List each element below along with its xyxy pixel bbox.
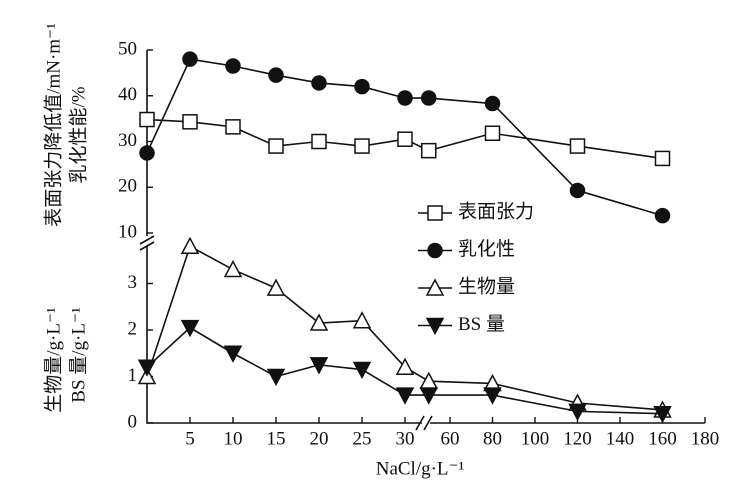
marker bbox=[654, 207, 671, 224]
marker bbox=[311, 75, 327, 91]
legend-marker bbox=[425, 317, 445, 336]
legend-label: BS 量 bbox=[458, 314, 505, 335]
y-tick-label: 20 bbox=[118, 176, 137, 197]
y-axis-label: 乳化性能/% bbox=[67, 86, 89, 183]
marker bbox=[419, 387, 438, 405]
marker bbox=[483, 387, 502, 405]
series-line bbox=[146, 245, 663, 411]
marker bbox=[653, 405, 672, 424]
x-tick-label: 20 bbox=[310, 428, 329, 449]
marker bbox=[139, 111, 155, 128]
y-tick-label: 40 bbox=[118, 84, 137, 105]
marker bbox=[569, 138, 586, 154]
marker bbox=[484, 125, 501, 142]
x-tick-label: 120 bbox=[563, 428, 592, 449]
legend-label: 生物量 bbox=[458, 275, 515, 297]
marker bbox=[137, 359, 157, 377]
marker bbox=[180, 236, 200, 255]
marker bbox=[268, 67, 284, 83]
x-tick-label: 60 bbox=[441, 428, 460, 449]
x-tick-label: 10 bbox=[224, 428, 243, 449]
x-tick-label: 140 bbox=[606, 428, 635, 449]
marker bbox=[569, 182, 586, 199]
y2-tick-label: 3 bbox=[128, 272, 138, 293]
marker bbox=[354, 138, 370, 154]
marker bbox=[268, 138, 284, 154]
legend-marker bbox=[427, 205, 443, 221]
y2-tick-label: 1 bbox=[128, 365, 138, 386]
axis-break bbox=[139, 235, 433, 431]
marker bbox=[395, 357, 415, 375]
marker bbox=[421, 90, 437, 106]
y2-axis-label: BS 量/g·L⁻¹ bbox=[68, 307, 89, 403]
y-tick-label: 30 bbox=[118, 130, 137, 151]
marker bbox=[484, 95, 501, 112]
x-tick-label: 180 bbox=[691, 428, 720, 449]
y2-axis-label: 生物量/g·L⁻¹ bbox=[42, 307, 64, 413]
marker bbox=[266, 368, 286, 387]
x-tick-label: 30 bbox=[396, 428, 415, 449]
marker bbox=[352, 311, 372, 329]
marker bbox=[395, 387, 415, 405]
marker bbox=[223, 345, 243, 363]
x-tick-label: 15 bbox=[267, 428, 286, 449]
y-tick-label: 50 bbox=[118, 38, 137, 59]
marker bbox=[654, 150, 671, 167]
marker bbox=[352, 361, 372, 380]
y-axis-label: 表面张力降低值/mN·m⁻¹ bbox=[42, 23, 64, 227]
marker bbox=[309, 313, 329, 331]
marker bbox=[397, 90, 413, 106]
x-axis-label: NaCl/g·L⁻¹ bbox=[376, 458, 465, 479]
marker bbox=[311, 133, 327, 150]
marker bbox=[225, 58, 241, 74]
legend-marker bbox=[425, 278, 445, 296]
marker bbox=[182, 51, 198, 67]
axes bbox=[146, 50, 705, 424]
x-tick-label: 5 bbox=[185, 428, 195, 449]
marker bbox=[421, 142, 437, 159]
marker bbox=[266, 278, 286, 296]
marker bbox=[568, 403, 587, 421]
y2-tick-label: 0 bbox=[128, 411, 138, 432]
legend-label: 乳化性 bbox=[458, 238, 515, 260]
marker bbox=[397, 131, 413, 147]
legend-marker bbox=[427, 242, 443, 259]
marker bbox=[223, 259, 243, 278]
x-tick-label: 80 bbox=[483, 428, 502, 449]
legend-label: 表面张力 bbox=[458, 200, 534, 222]
marker bbox=[182, 114, 198, 130]
y2-tick-label: 2 bbox=[128, 318, 138, 339]
x-tick-label: 25 bbox=[353, 428, 372, 449]
marker bbox=[309, 357, 329, 375]
y-tick-label: 10 bbox=[118, 221, 137, 242]
marker bbox=[354, 78, 370, 95]
x-tick-label: 160 bbox=[648, 428, 677, 449]
marker bbox=[180, 319, 200, 338]
marker bbox=[139, 145, 155, 161]
x-tick-label: 100 bbox=[521, 428, 550, 449]
marker bbox=[225, 119, 241, 135]
